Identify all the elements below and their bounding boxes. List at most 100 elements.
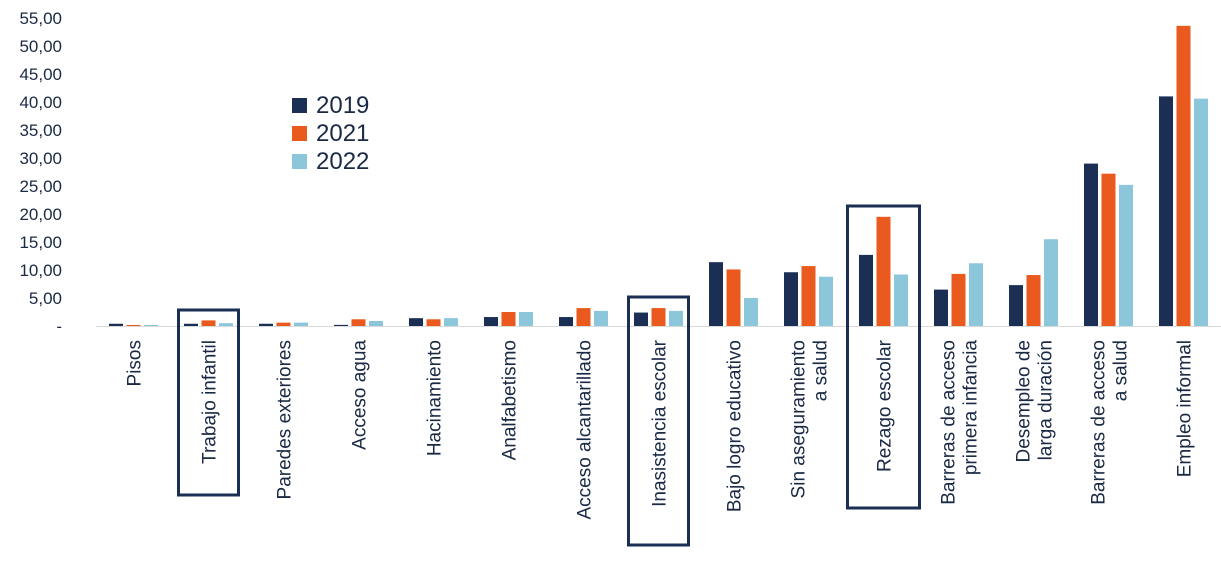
x-category-label: Bajo logro educativo [725, 340, 746, 512]
bar-2019 [259, 323, 273, 326]
bar-2021 [726, 269, 741, 326]
bar-2022 [369, 320, 383, 326]
x-tick-label: Empleo informal [1175, 340, 1196, 477]
highlight-box [177, 308, 240, 497]
x-category-label: Acceso alcantarillado [575, 340, 596, 520]
bar-2022 [444, 318, 458, 326]
x-tick-label: Barreras de acceso [1089, 340, 1110, 505]
bar-2021 [876, 216, 891, 326]
bar-2021 [651, 308, 666, 326]
bar-2021 [126, 325, 141, 326]
x-tick-label: Desempleo de [1014, 340, 1035, 463]
y-tick-label: 20,00 [19, 205, 62, 224]
bar-2019 [934, 289, 948, 326]
x-category-label: Empleo informal [1175, 340, 1196, 477]
bar-2022 [969, 263, 983, 326]
bar-2022 [219, 323, 233, 326]
bar-2022 [1119, 184, 1133, 326]
bar-2022 [744, 298, 758, 326]
x-tick-label: Barreras de acceso [939, 340, 960, 505]
legend-label: 2019 [316, 92, 369, 119]
y-tick-label: 10,00 [19, 261, 62, 280]
x-tick-label: Paredes exteriores [275, 340, 296, 499]
x-tick-label: Acceso alcantarillado [575, 340, 596, 520]
x-tick-label: Hacinamiento [425, 340, 446, 456]
y-tick-label: 35,00 [19, 121, 62, 140]
bar-2021 [501, 312, 516, 326]
x-category-label: Barreras de acceso a salud [1089, 340, 1132, 505]
x-tick-label: primera infancia [961, 340, 982, 476]
bar-2019 [1084, 163, 1098, 326]
legend-label: 2021 [316, 120, 369, 147]
bar-2022 [519, 312, 533, 326]
legend-swatch [292, 98, 307, 113]
x-category-label: Trabajo infantil [200, 340, 221, 464]
bar-2021 [1176, 25, 1191, 327]
bar-2022 [819, 276, 833, 326]
legend-label: 2022 [316, 148, 369, 175]
x-tick-label: larga duración [1036, 340, 1057, 460]
bar-2021 [576, 308, 591, 326]
x-category-label: Inasistencia escolar [650, 339, 671, 507]
x-category-label: Hacinamiento [425, 340, 446, 456]
bar-2021 [1101, 173, 1116, 326]
bar-2022 [669, 310, 683, 326]
y-tick-label: 5,00 [29, 289, 62, 308]
bar-2022 [1194, 98, 1208, 326]
y-tick-label: 50,00 [19, 37, 62, 56]
bar-2022 [294, 322, 308, 326]
bar-2022 [144, 325, 158, 326]
x-tick-label: a salud [1111, 340, 1132, 401]
x-category-label: Pisos [125, 340, 146, 386]
bar-2019 [484, 317, 498, 326]
bar-2019 [859, 254, 873, 326]
bar-2021 [201, 320, 216, 326]
legend-swatch [292, 154, 307, 169]
x-tick-label: Rezago escolar [875, 339, 896, 472]
bar-2022 [894, 274, 908, 326]
bar-2021 [351, 319, 366, 326]
x-tick-label: Bajo logro educativo [725, 340, 746, 512]
bar-2019 [334, 324, 348, 326]
x-category-label: Paredes exteriores [275, 340, 296, 499]
x-tick-label: Acceso agua [350, 340, 371, 450]
x-tick-label: Inasistencia escolar [650, 339, 671, 507]
y-tick-label: 25,00 [19, 177, 62, 196]
x-category-label: Barreras de acceso primera infancia [939, 340, 982, 505]
y-tick-label: 15,00 [19, 233, 62, 252]
bar-2022 [1044, 239, 1058, 326]
y-tick-label: 55,00 [19, 9, 62, 28]
highlight-box [627, 295, 690, 547]
x-tick-label: Sin aseguramiento [789, 340, 810, 498]
legend-swatch [292, 126, 307, 141]
x-category-label: Acceso agua [350, 340, 371, 450]
bar-2021 [276, 322, 291, 326]
bar-2019 [409, 318, 423, 326]
bar-2019 [559, 317, 573, 326]
bar-2022 [594, 310, 608, 326]
bar-2019 [634, 312, 648, 326]
y-tick-label: - [56, 317, 62, 336]
bar-2021 [801, 266, 816, 326]
bar-2021 [426, 319, 441, 326]
x-tick-label: Trabajo infantil [200, 340, 221, 464]
bar-2019 [1159, 96, 1173, 327]
x-category-label: Desempleo de larga duración [1014, 340, 1057, 463]
bar-2019 [184, 323, 198, 326]
x-tick-label: Analfabetismo [500, 340, 521, 460]
x-category-label: Sin aseguramiento a salud [789, 340, 832, 498]
bar-2019 [784, 272, 798, 326]
x-tick-label: Pisos [125, 340, 146, 386]
bar-2019 [709, 262, 723, 326]
y-tick-label: 40,00 [19, 93, 62, 112]
bar-2021 [1026, 275, 1041, 326]
x-category-label: Analfabetismo [500, 340, 521, 460]
y-tick-label: 45,00 [19, 65, 62, 84]
bar-2021 [951, 273, 966, 326]
bar-2019 [109, 323, 123, 326]
highlight-box [846, 204, 921, 510]
bar-2019 [1009, 285, 1023, 326]
y-tick-label: 30,00 [19, 149, 62, 168]
